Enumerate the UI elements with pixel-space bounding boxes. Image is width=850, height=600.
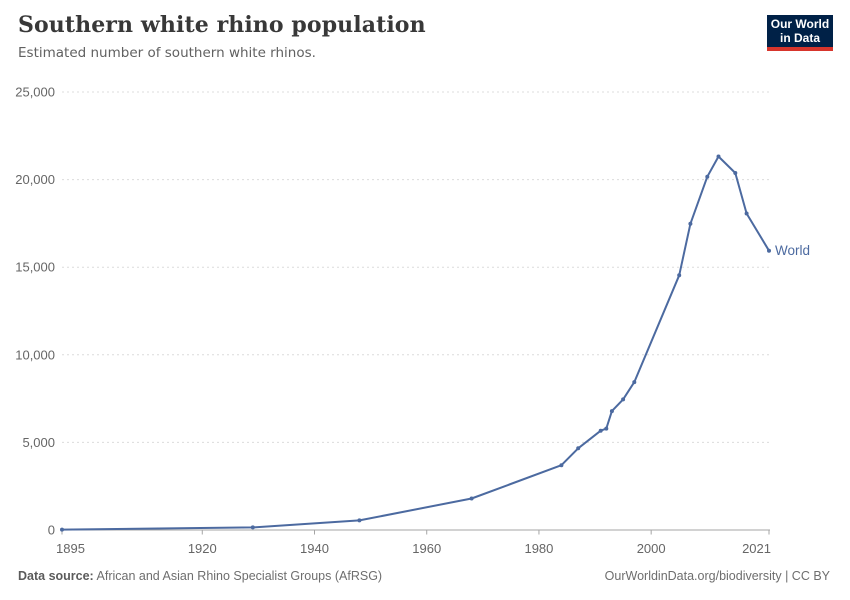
y-tick-label: 25,000 [15, 85, 55, 100]
data-point-marker [688, 221, 693, 226]
data-point-marker [744, 211, 749, 216]
data-point-marker [767, 248, 771, 253]
data-source-value: African and Asian Rhino Specialist Group… [96, 569, 383, 583]
data-point-marker [60, 527, 64, 532]
data-source-label: Data source: [18, 569, 94, 583]
y-tick-label: 15,000 [15, 260, 55, 275]
y-tick-label: 0 [48, 523, 55, 538]
x-tick-label: 1920 [188, 541, 217, 556]
x-tick-label: 1960 [412, 541, 441, 556]
owid-logo-line1: Our World [770, 16, 830, 31]
data-point-marker [733, 171, 738, 175]
y-tick-label: 10,000 [15, 347, 55, 362]
data-point-marker [632, 380, 637, 385]
chart-header: Southern white rhino population Estimate… [18, 12, 755, 63]
data-point-marker [469, 496, 474, 501]
series-end-label: World [775, 243, 810, 258]
x-tick-label: 1980 [524, 541, 553, 556]
y-tick-label: 20,000 [15, 172, 55, 187]
data-line [61, 155, 770, 531]
owid-logo-line2: in Data [779, 31, 820, 45]
page-title: Southern white rhino population [18, 12, 426, 38]
data-point-marker [705, 174, 710, 179]
data-point-marker [250, 525, 255, 530]
data-point-marker [609, 409, 614, 414]
x-tick-label: 2000 [637, 541, 666, 556]
data-point-marker [677, 273, 682, 278]
x-tick-label: 1940 [300, 541, 329, 556]
data-point-marker [576, 446, 581, 451]
data-point-marker [357, 518, 362, 523]
x-tick-label: 2021 [742, 541, 771, 556]
data-point-marker [598, 428, 603, 433]
y-tick-label: 5,000 [22, 435, 55, 450]
chart-subtitle: Estimated number of southern white rhino… [18, 45, 316, 62]
credit-link[interactable]: OurWorldinData.org/biodiversity | CC BY [604, 569, 830, 583]
x-tick-label: 1895 [56, 541, 85, 556]
data-point-marker [604, 426, 609, 431]
data-point-marker [621, 397, 626, 402]
chart-footer: Data source: African and Asian Rhino Spe… [18, 569, 830, 583]
data-point-marker [716, 154, 721, 159]
owid-logo[interactable]: Our World in Data [767, 15, 833, 51]
data-point-marker [559, 463, 564, 468]
data-source: Data source: African and Asian Rhino Spe… [18, 569, 382, 583]
